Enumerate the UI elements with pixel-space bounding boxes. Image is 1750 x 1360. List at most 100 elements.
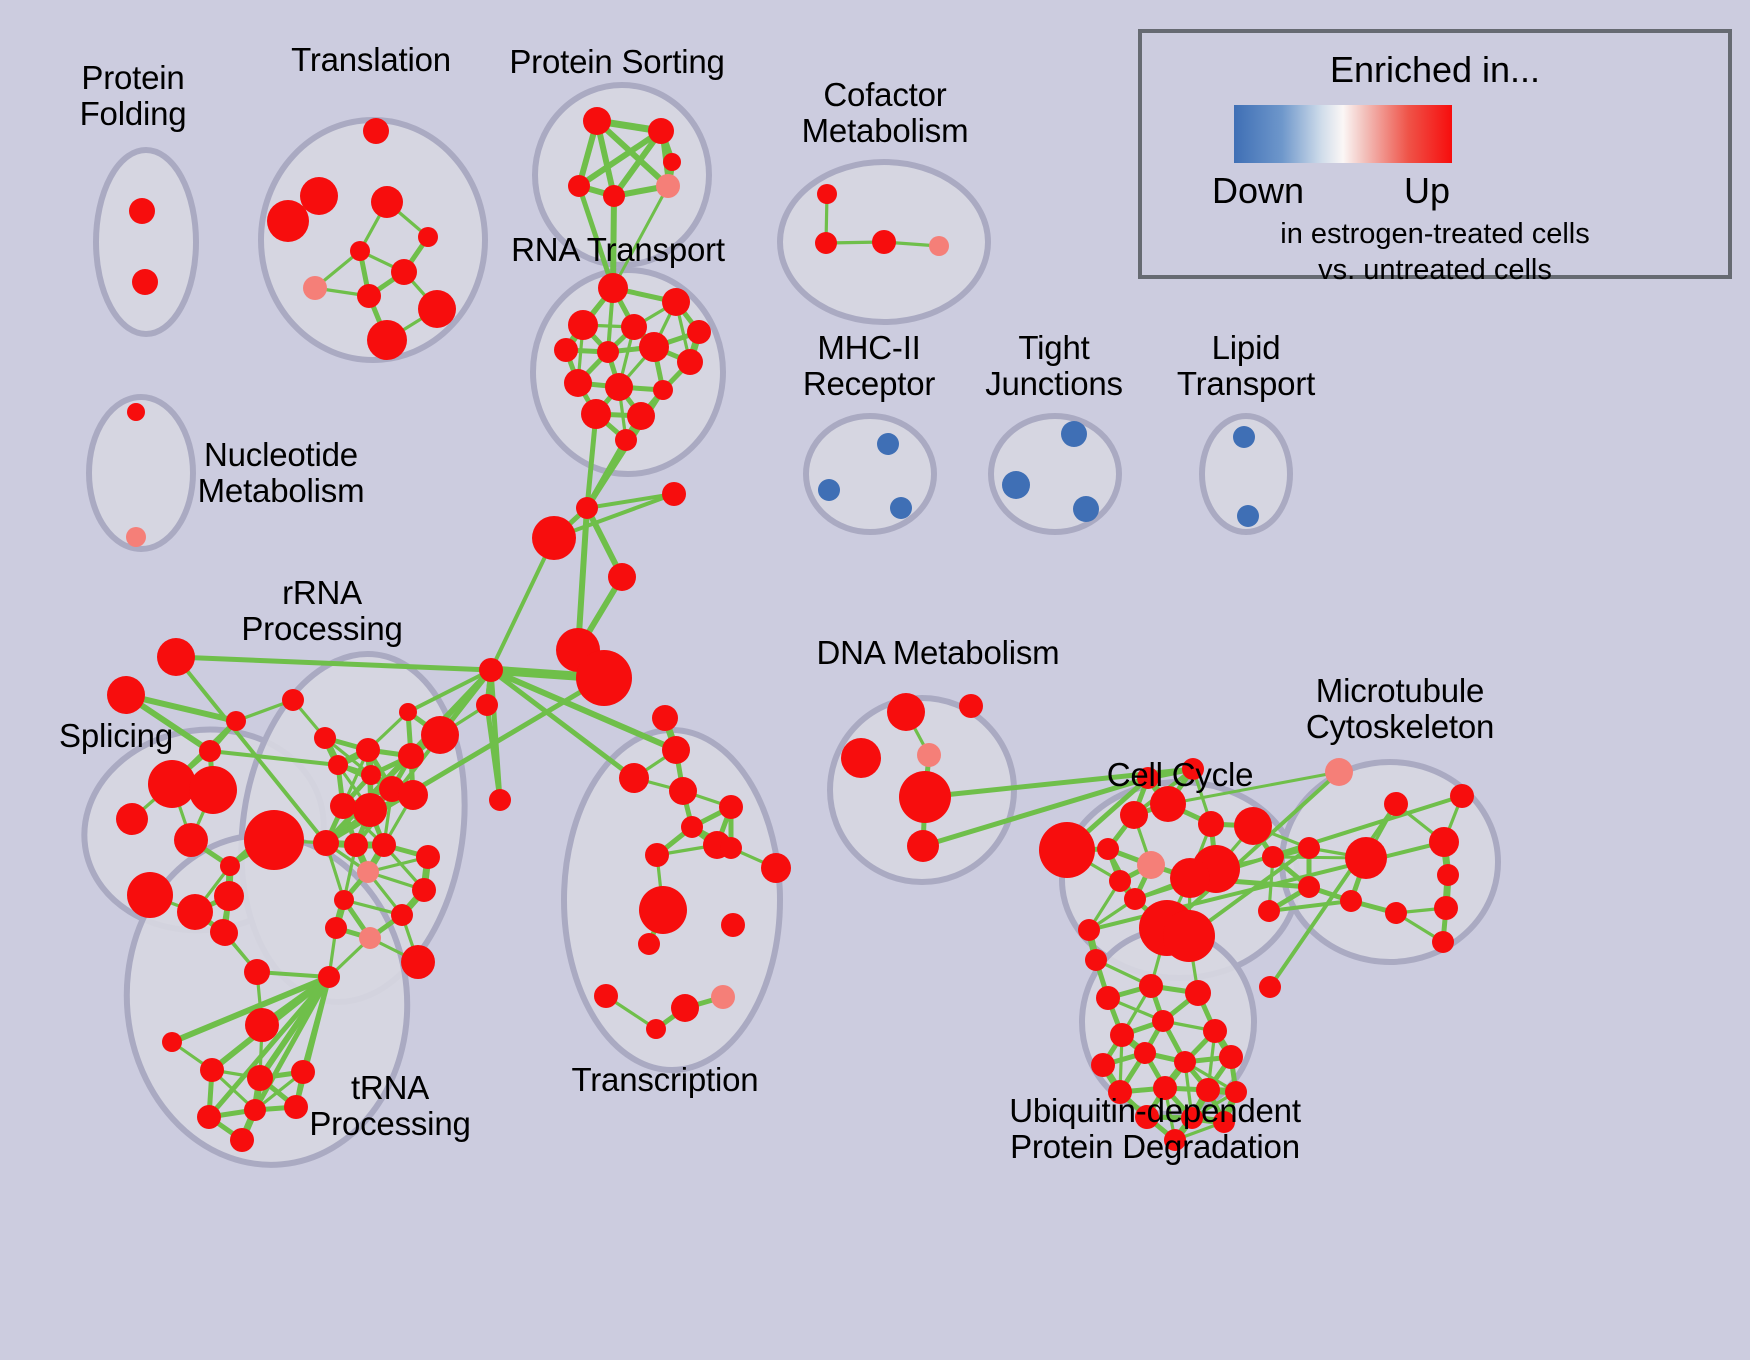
network-node[interactable] bbox=[284, 1095, 308, 1119]
network-node[interactable] bbox=[157, 638, 195, 676]
network-node[interactable] bbox=[1434, 896, 1458, 920]
network-node[interactable] bbox=[648, 118, 674, 144]
network-node[interactable] bbox=[681, 816, 703, 838]
network-node[interactable] bbox=[669, 777, 697, 805]
network-node[interactable] bbox=[244, 1099, 266, 1121]
network-node[interactable] bbox=[1234, 807, 1272, 845]
network-node[interactable] bbox=[197, 1105, 221, 1129]
network-node[interactable] bbox=[761, 853, 791, 883]
network-node[interactable] bbox=[1325, 758, 1353, 786]
network-node[interactable] bbox=[1073, 496, 1099, 522]
network-node[interactable] bbox=[282, 689, 304, 711]
network-node[interactable] bbox=[1437, 864, 1459, 886]
network-node[interactable] bbox=[1091, 1053, 1115, 1077]
network-node[interactable] bbox=[1135, 1105, 1159, 1129]
network-node[interactable] bbox=[1196, 1078, 1220, 1102]
network-node[interactable] bbox=[598, 273, 628, 303]
network-node[interactable] bbox=[841, 738, 881, 778]
network-node[interactable] bbox=[1096, 986, 1120, 1010]
network-node[interactable] bbox=[1258, 900, 1280, 922]
network-node[interactable] bbox=[662, 482, 686, 506]
network-node[interactable] bbox=[621, 314, 647, 340]
network-node[interactable] bbox=[132, 269, 158, 295]
network-node[interactable] bbox=[489, 789, 511, 811]
network-node[interactable] bbox=[917, 743, 941, 767]
network-node[interactable] bbox=[418, 290, 456, 328]
network-node[interactable] bbox=[212, 920, 238, 946]
network-node[interactable] bbox=[1110, 1023, 1134, 1047]
network-node[interactable] bbox=[1108, 1080, 1132, 1104]
network-node[interactable] bbox=[1164, 1129, 1186, 1151]
network-node[interactable] bbox=[371, 186, 403, 218]
network-node[interactable] bbox=[189, 766, 237, 814]
network-node[interactable] bbox=[1150, 786, 1186, 822]
network-node[interactable] bbox=[200, 1058, 224, 1082]
network-node[interactable] bbox=[568, 310, 598, 340]
network-node[interactable] bbox=[357, 861, 379, 883]
network-node[interactable] bbox=[818, 479, 840, 501]
network-node[interactable] bbox=[303, 276, 327, 300]
network-node[interactable] bbox=[1134, 1042, 1156, 1064]
network-node[interactable] bbox=[608, 563, 636, 591]
network-node[interactable] bbox=[318, 966, 340, 988]
network-node[interactable] bbox=[576, 650, 632, 706]
network-node[interactable] bbox=[116, 803, 148, 835]
network-node[interactable] bbox=[594, 984, 618, 1008]
network-node[interactable] bbox=[1262, 846, 1284, 868]
network-node[interactable] bbox=[532, 516, 576, 560]
network-node[interactable] bbox=[418, 227, 438, 247]
network-node[interactable] bbox=[583, 107, 611, 135]
network-node[interactable] bbox=[877, 433, 899, 455]
network-node[interactable] bbox=[615, 429, 637, 451]
network-node[interactable] bbox=[1345, 837, 1387, 879]
network-node[interactable] bbox=[652, 705, 678, 731]
network-node[interactable] bbox=[711, 985, 735, 1009]
network-node[interactable] bbox=[677, 349, 703, 375]
network-node[interactable] bbox=[398, 780, 428, 810]
network-node[interactable] bbox=[719, 795, 743, 819]
network-node[interactable] bbox=[1219, 1045, 1243, 1069]
network-node[interactable] bbox=[1450, 784, 1474, 808]
network-node[interactable] bbox=[177, 894, 213, 930]
network-node[interactable] bbox=[1078, 919, 1100, 941]
network-node[interactable] bbox=[554, 338, 578, 362]
network-node[interactable] bbox=[1085, 949, 1107, 971]
network-node[interactable] bbox=[1225, 1081, 1247, 1103]
network-node[interactable] bbox=[244, 959, 270, 985]
network-node[interactable] bbox=[174, 823, 208, 857]
network-node[interactable] bbox=[603, 185, 625, 207]
network-node[interactable] bbox=[872, 230, 896, 254]
network-node[interactable] bbox=[663, 153, 681, 171]
network-node[interactable] bbox=[226, 711, 246, 731]
network-node[interactable] bbox=[687, 320, 711, 344]
network-node[interactable] bbox=[1213, 1111, 1235, 1133]
network-node[interactable] bbox=[1124, 888, 1146, 910]
network-node[interactable] bbox=[662, 736, 690, 764]
network-node[interactable] bbox=[1174, 1051, 1196, 1073]
network-node[interactable] bbox=[313, 830, 339, 856]
network-node[interactable] bbox=[1152, 1010, 1174, 1032]
network-node[interactable] bbox=[639, 886, 687, 934]
network-node[interactable] bbox=[391, 259, 417, 285]
network-node[interactable] bbox=[890, 497, 912, 519]
network-node[interactable] bbox=[356, 738, 380, 762]
network-node[interactable] bbox=[107, 676, 145, 714]
network-node[interactable] bbox=[479, 658, 503, 682]
network-node[interactable] bbox=[646, 1019, 666, 1039]
network-node[interactable] bbox=[291, 1060, 315, 1084]
network-node[interactable] bbox=[1259, 976, 1281, 998]
network-node[interactable] bbox=[357, 284, 381, 308]
network-node[interactable] bbox=[619, 763, 649, 793]
network-node[interactable] bbox=[662, 288, 690, 316]
network-node[interactable] bbox=[359, 927, 381, 949]
network-node[interactable] bbox=[1002, 471, 1030, 499]
network-node[interactable] bbox=[334, 890, 354, 910]
network-node[interactable] bbox=[638, 933, 660, 955]
network-node[interactable] bbox=[1298, 837, 1320, 859]
network-node[interactable] bbox=[639, 332, 669, 362]
network-node[interactable] bbox=[817, 184, 837, 204]
network-node[interactable] bbox=[1097, 838, 1119, 860]
network-node[interactable] bbox=[1139, 974, 1163, 998]
network-node[interactable] bbox=[1198, 811, 1224, 837]
network-node[interactable] bbox=[1039, 822, 1095, 878]
